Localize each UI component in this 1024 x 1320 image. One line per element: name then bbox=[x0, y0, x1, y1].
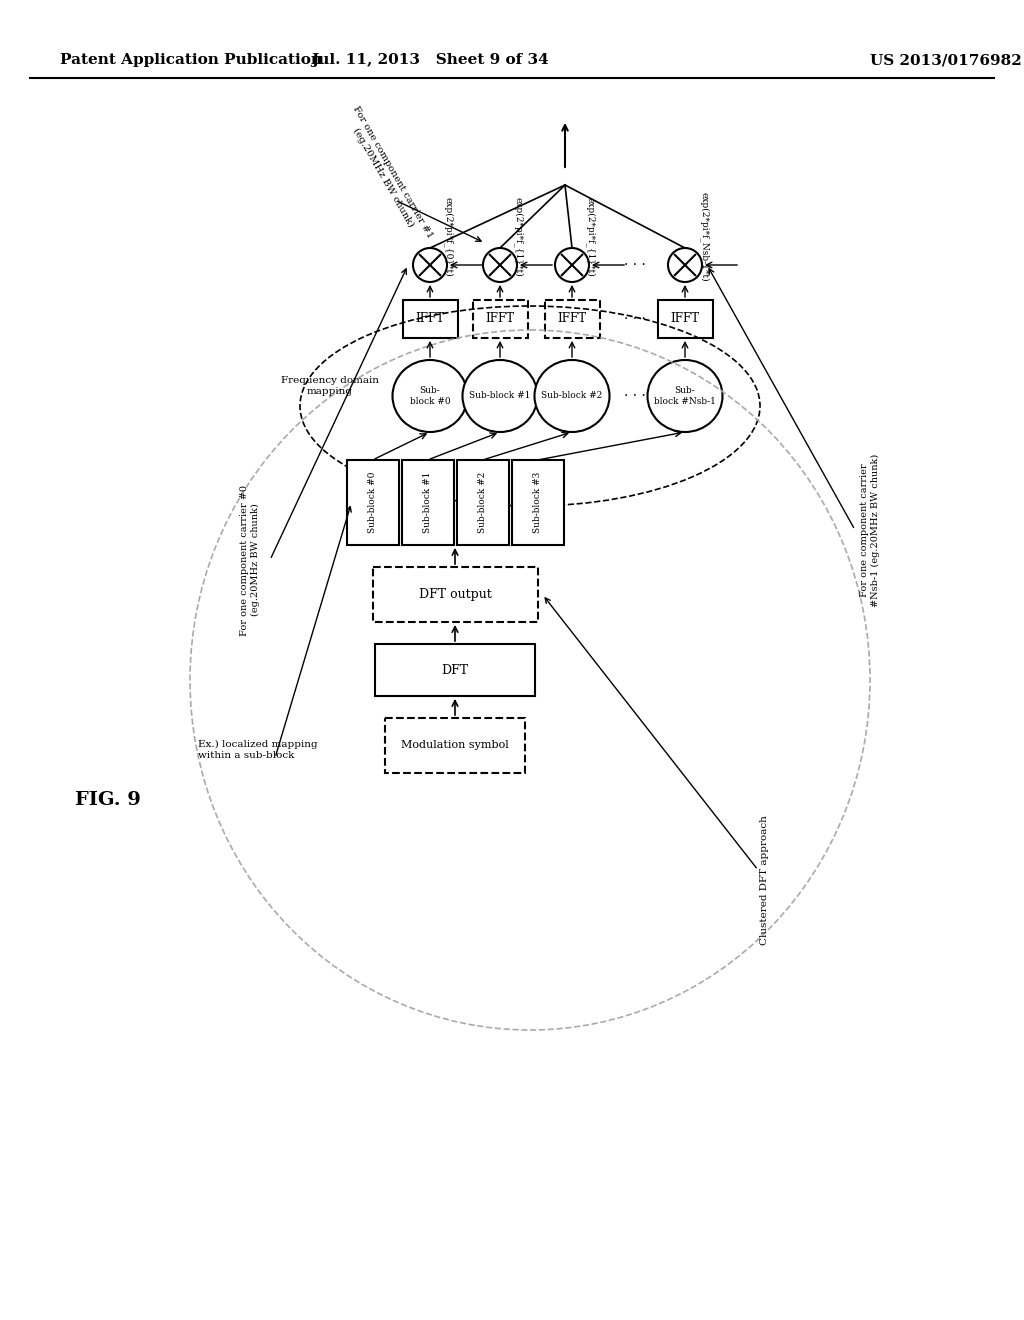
Text: DFT output: DFT output bbox=[419, 587, 492, 601]
Text: Modulation symbol: Modulation symbol bbox=[401, 741, 509, 751]
Text: exp(2*pi*f_{1}*t): exp(2*pi*f_{1}*t) bbox=[514, 197, 524, 277]
Ellipse shape bbox=[392, 360, 468, 432]
Text: Sub-
block #0: Sub- block #0 bbox=[410, 387, 451, 405]
FancyBboxPatch shape bbox=[402, 300, 458, 338]
FancyBboxPatch shape bbox=[373, 568, 538, 622]
Circle shape bbox=[668, 248, 702, 282]
Text: DFT: DFT bbox=[441, 664, 469, 676]
Text: exp(2*pi*f_{1}*t): exp(2*pi*f_{1}*t) bbox=[586, 197, 596, 277]
Text: · · ·: · · · bbox=[624, 312, 646, 326]
Text: IFFT: IFFT bbox=[485, 313, 515, 326]
Circle shape bbox=[483, 248, 517, 282]
FancyBboxPatch shape bbox=[512, 459, 563, 545]
Text: Patent Application Publication: Patent Application Publication bbox=[60, 53, 322, 67]
Text: Frequency domain
mapping: Frequency domain mapping bbox=[281, 376, 379, 396]
Text: Sub-block #3: Sub-block #3 bbox=[534, 471, 542, 533]
FancyBboxPatch shape bbox=[385, 718, 525, 774]
Text: For one component carrier
#Nsb-1 (eg.20MHz BW chunk): For one component carrier #Nsb-1 (eg.20M… bbox=[860, 453, 880, 607]
Text: Sub-block #1: Sub-block #1 bbox=[469, 392, 530, 400]
Text: For one component carrier #1
(eg.20MHz BW chunk): For one component carrier #1 (eg.20MHz B… bbox=[342, 104, 434, 246]
Text: Sub-
block #Nsb-1: Sub- block #Nsb-1 bbox=[654, 387, 716, 405]
Ellipse shape bbox=[463, 360, 538, 432]
Text: · · ·: · · · bbox=[624, 257, 646, 272]
FancyBboxPatch shape bbox=[375, 644, 535, 696]
Text: exp(2*pi*f_Nsb-1*t): exp(2*pi*f_Nsb-1*t) bbox=[699, 193, 709, 281]
Text: Ex.) localized mapping
within a sub-block: Ex.) localized mapping within a sub-bloc… bbox=[198, 741, 317, 760]
Text: Sub-block #0: Sub-block #0 bbox=[368, 471, 377, 533]
FancyBboxPatch shape bbox=[401, 459, 454, 545]
Text: IFFT: IFFT bbox=[671, 313, 699, 326]
Text: Sub-block #2: Sub-block #2 bbox=[478, 471, 487, 533]
FancyBboxPatch shape bbox=[346, 459, 398, 545]
FancyBboxPatch shape bbox=[545, 300, 599, 338]
Text: For one component carrier #0
(eg.20MHz BW chunk): For one component carrier #0 (eg.20MHz B… bbox=[241, 484, 260, 635]
Text: Jul. 11, 2013   Sheet 9 of 34: Jul. 11, 2013 Sheet 9 of 34 bbox=[311, 53, 549, 67]
Text: IFFT: IFFT bbox=[557, 313, 587, 326]
Text: Sub-block #1: Sub-block #1 bbox=[423, 471, 432, 533]
FancyBboxPatch shape bbox=[657, 300, 713, 338]
Text: Clustered DFT approach: Clustered DFT approach bbox=[760, 814, 769, 945]
Text: IFFT: IFFT bbox=[416, 313, 444, 326]
Text: · · ·: · · · bbox=[624, 389, 646, 403]
FancyBboxPatch shape bbox=[472, 300, 527, 338]
Text: exp(2*pi*f_{0}*t): exp(2*pi*f_{0}*t) bbox=[444, 197, 454, 277]
Ellipse shape bbox=[535, 360, 609, 432]
Circle shape bbox=[413, 248, 447, 282]
Text: US 2013/0176982 A1: US 2013/0176982 A1 bbox=[870, 53, 1024, 67]
FancyBboxPatch shape bbox=[457, 459, 509, 545]
Circle shape bbox=[555, 248, 589, 282]
Text: FIG. 9: FIG. 9 bbox=[75, 791, 141, 809]
Text: Sub-block #2: Sub-block #2 bbox=[542, 392, 603, 400]
Ellipse shape bbox=[647, 360, 723, 432]
